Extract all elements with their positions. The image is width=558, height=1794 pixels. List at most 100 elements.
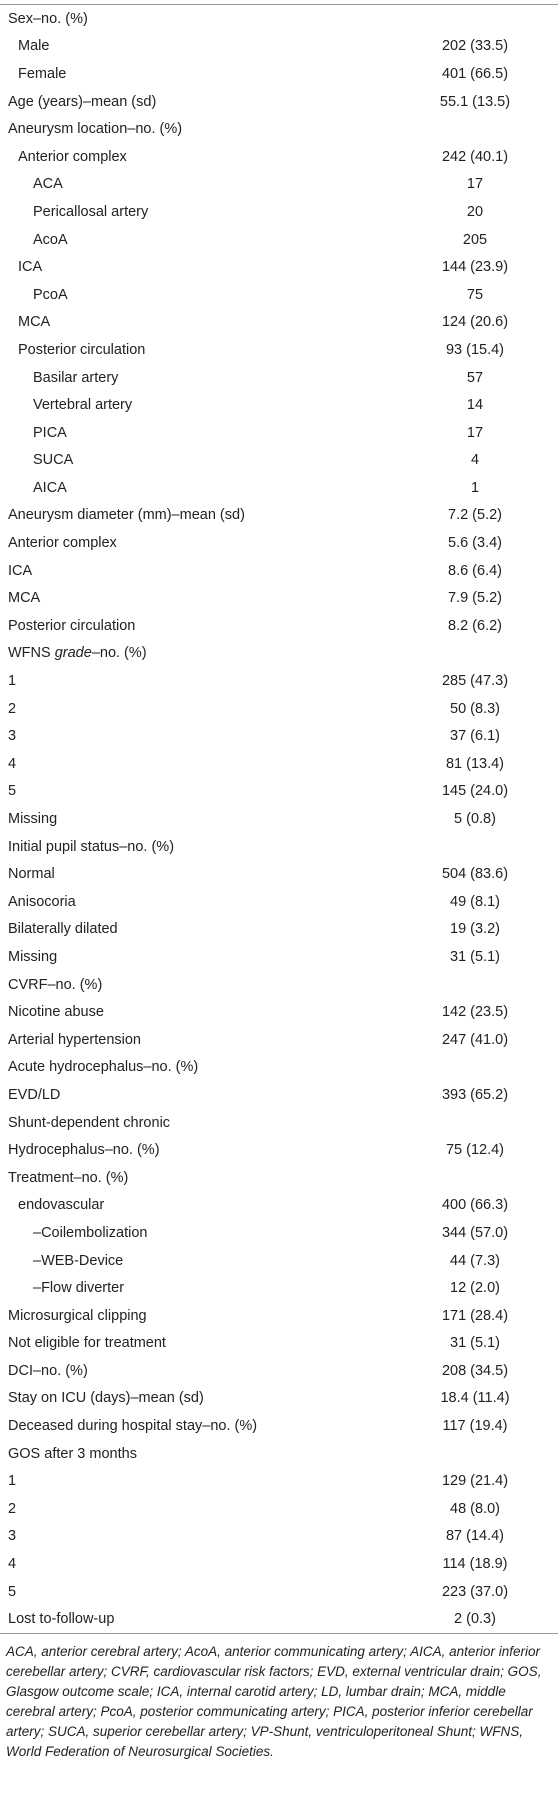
row-label: Vertebral artery	[33, 397, 133, 414]
row-value	[392, 640, 558, 668]
row-label: Treatment–no. (%)	[8, 1169, 129, 1186]
table-row: 2 48 (8.0)	[0, 1495, 558, 1523]
row-value: 55.1 (13.5)	[439, 93, 511, 110]
row-label: Pericallosal artery	[33, 203, 149, 220]
row-value: 285 (47.3)	[441, 673, 509, 690]
row-value: 400 (66.3)	[441, 1197, 509, 1214]
table-row: PICA 17	[0, 419, 558, 447]
table-row: 3 37 (6.1)	[0, 722, 558, 750]
row-label: Anterior complex	[18, 148, 127, 165]
row-value: 393 (65.2)	[441, 1086, 509, 1103]
row-label: Initial pupil status–no. (%)	[8, 838, 175, 855]
row-value: 48 (8.0)	[450, 1500, 500, 1517]
row-label: MCA	[8, 590, 41, 607]
row-label: –Coilembolization	[33, 1224, 148, 1241]
table-row: endovascular 400 (66.3)	[0, 1192, 558, 1220]
row-value: 20	[466, 203, 484, 220]
row-value: 18.4 (11.4)	[440, 1390, 510, 1407]
row-value	[392, 1440, 558, 1468]
table-row: EVD/LD 393 (65.2)	[0, 1081, 558, 1109]
row-label: Age (years)–mean (sd)	[8, 93, 157, 110]
table-row: Age (years)–mean (sd) 55.1 (13.5)	[0, 88, 558, 116]
table-row: 4 114 (18.9)	[0, 1550, 558, 1578]
table-row: Shunt-dependent chronic	[0, 1109, 558, 1137]
row-value: 202 (33.5)	[441, 38, 509, 55]
table-row: SUCA 4	[0, 447, 558, 475]
row-label: –WEB-Device	[33, 1252, 124, 1269]
table-row: Male 202 (33.5)	[0, 33, 558, 61]
row-value: 7.2 (5.2)	[448, 507, 502, 524]
row-value	[392, 1054, 558, 1082]
row-label: ACA	[33, 176, 63, 193]
row-label: CVRF–no. (%)	[8, 976, 103, 993]
row-value: 17	[466, 176, 484, 193]
row-value: 114 (18.9)	[442, 1556, 508, 1573]
row-value: 19 (3.2)	[450, 921, 500, 938]
table-row: Missing 31 (5.1)	[0, 943, 558, 971]
row-label: AICA	[33, 479, 67, 496]
row-label: AcoA	[33, 231, 68, 248]
row-label: Bilaterally dilated	[8, 921, 118, 938]
row-value: 75	[466, 286, 484, 303]
row-label: PcoA	[33, 286, 68, 303]
row-label: 2	[8, 700, 17, 717]
table-row: Posterior circulation 8.2 (6.2)	[0, 612, 558, 640]
row-value: 4	[470, 452, 480, 469]
table-row: GOS after 3 months	[0, 1440, 558, 1468]
table-row: Sex–no. (%)	[0, 5, 558, 33]
row-value: 129 (21.4)	[441, 1473, 509, 1490]
row-label: 3	[8, 728, 17, 745]
row-value: 247 (41.0)	[441, 1031, 509, 1048]
table-row: Not eligible for treatment 31 (5.1)	[0, 1330, 558, 1358]
table-row: Lost to-follow-up 2 (0.3)	[0, 1605, 558, 1633]
row-value: 504 (83.6)	[441, 866, 509, 883]
row-label: GOS after 3 months	[8, 1445, 137, 1462]
row-value: 2 (0.3)	[454, 1611, 496, 1628]
table-row: Anisocoria 49 (8.1)	[0, 888, 558, 916]
row-label: MCA	[18, 314, 51, 331]
row-value: 344 (57.0)	[441, 1224, 509, 1241]
table-row: 2 50 (8.3)	[0, 695, 558, 723]
row-value	[392, 971, 558, 999]
row-label: endovascular	[18, 1197, 105, 1214]
row-value: 8.6 (6.4)	[448, 562, 502, 579]
row-label: Anterior complex	[8, 535, 117, 552]
table-row: Vertebral artery 14	[0, 391, 558, 419]
row-value: 5 (0.8)	[454, 811, 496, 828]
row-label: Shunt-dependent chronic	[8, 1114, 171, 1131]
row-label: Aneurysm location–no. (%)	[8, 121, 183, 138]
table-row: ICA 8.6 (6.4)	[0, 557, 558, 585]
table-row: Aneurysm diameter (mm)–mean (sd) 7.2 (5.2…	[0, 502, 558, 530]
row-value: 208 (34.5)	[441, 1362, 509, 1379]
row-label: Posterior circulation	[8, 617, 136, 634]
table-row: Posterior circulation 93 (15.4)	[0, 336, 558, 364]
row-value: 14	[466, 397, 484, 414]
row-label: 1	[8, 1473, 17, 1490]
row-value: 242 (40.1)	[441, 148, 509, 165]
row-value: 75 (12.4)	[445, 1142, 505, 1159]
row-label: Female	[18, 65, 67, 82]
table-row: Anterior complex 242 (40.1)	[0, 143, 558, 171]
row-value: 117 (19.4)	[442, 1418, 508, 1435]
row-value: 171 (28.4)	[441, 1307, 509, 1324]
row-label: PICA	[33, 424, 67, 441]
row-label: Anisocoria	[8, 893, 76, 910]
row-value: 50 (8.3)	[450, 700, 500, 717]
row-value: 87 (14.4)	[445, 1528, 505, 1545]
table-row: Treatment–no. (%)	[0, 1164, 558, 1192]
row-value: 124 (20.6)	[441, 314, 509, 331]
table-row: Initial pupil status–no. (%)	[0, 833, 558, 861]
row-label: WFNS grade–no. (%)	[0, 640, 392, 668]
row-label: Not eligible for treatment	[8, 1335, 166, 1352]
row-label: Normal	[8, 866, 55, 883]
table-row: Acute hydrocephalus–no. (%)	[0, 1054, 558, 1082]
table-row: –WEB-Device 44 (7.3)	[0, 1247, 558, 1275]
label-part: –no. (%)	[91, 645, 147, 662]
table-row: Aneurysm location–no. (%)	[0, 115, 558, 143]
table-row: MCA 124 (20.6)	[0, 309, 558, 337]
row-label: Basilar artery	[33, 369, 119, 386]
table-row: 5 145 (24.0)	[0, 778, 558, 806]
row-value: 7.9 (5.2)	[448, 590, 502, 607]
row-label: DCI–no. (%)	[8, 1362, 88, 1379]
row-value: 12 (2.0)	[450, 1280, 500, 1297]
